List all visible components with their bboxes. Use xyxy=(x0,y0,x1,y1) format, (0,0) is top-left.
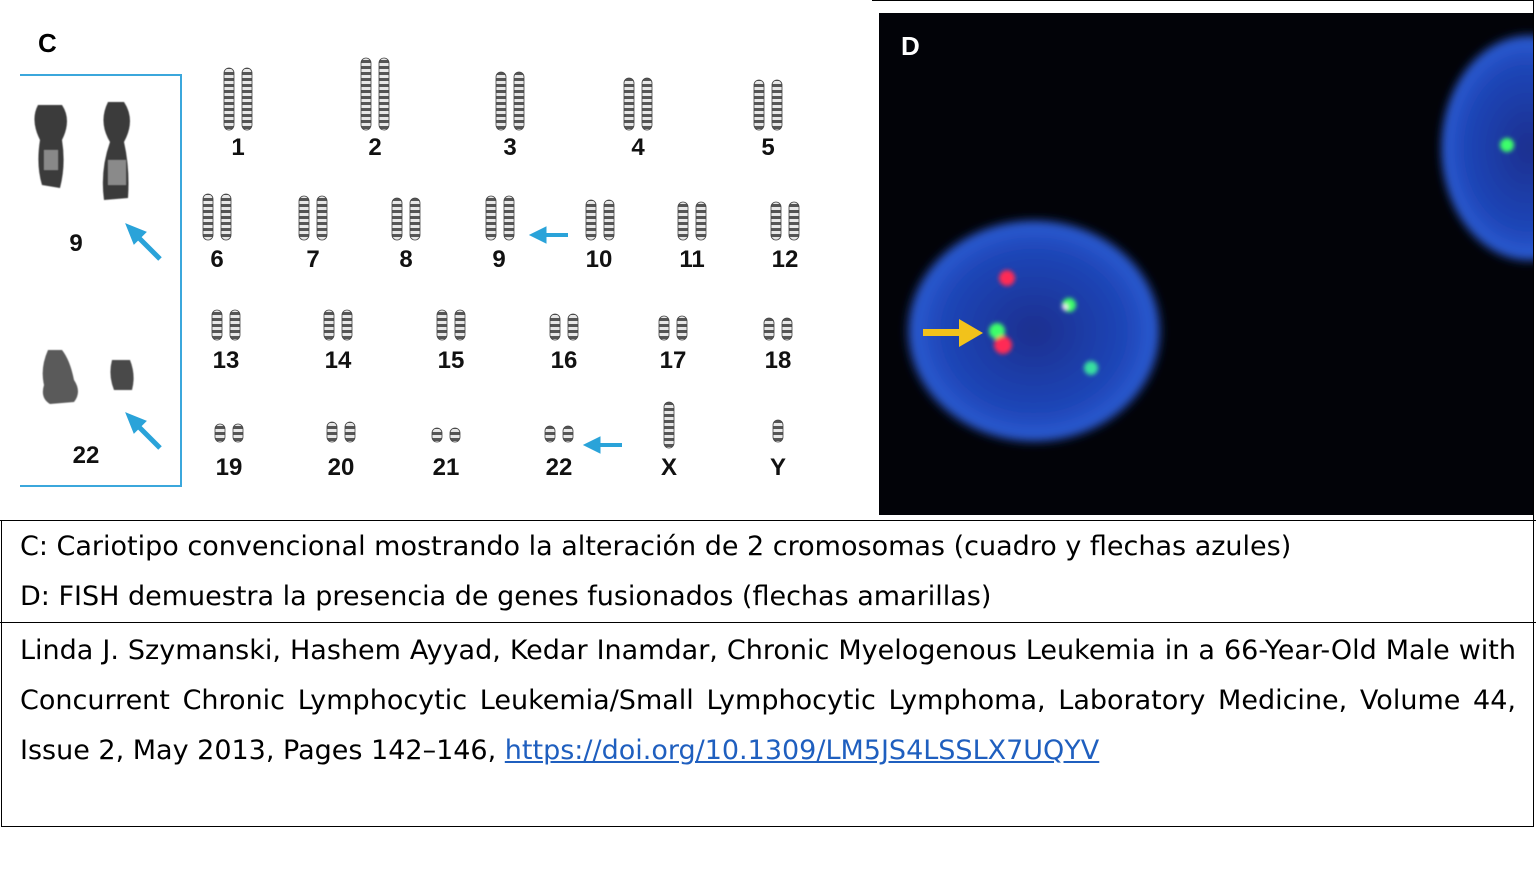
chromosome xyxy=(232,423,244,443)
chromosome xyxy=(220,193,232,241)
chromosome xyxy=(316,195,328,241)
caption-c: C: Cariotipo convencional mostrando la a… xyxy=(20,531,1292,562)
reference-block: Linda J. Szymanski, Hashem Ayyad, Kedar … xyxy=(20,626,1516,776)
chr-label-10: 10 xyxy=(585,246,613,273)
panel-d-letter: D xyxy=(901,31,920,61)
inset-box xyxy=(20,74,182,487)
chromosome xyxy=(763,317,775,341)
chromosome xyxy=(677,201,689,241)
chromosome xyxy=(211,309,223,341)
chr-label-18: 18 xyxy=(764,347,792,374)
chromosome xyxy=(641,77,653,131)
fish-signals xyxy=(989,138,1514,375)
chr-label-8: 8 xyxy=(399,246,413,273)
chromosome xyxy=(485,195,497,241)
chr-label-4: 4 xyxy=(631,134,645,161)
chr-label-1: 1 xyxy=(231,134,245,161)
chromosome xyxy=(431,427,443,443)
chromosome xyxy=(449,427,461,443)
yellow-arrow xyxy=(923,319,983,347)
chromosome xyxy=(663,401,675,449)
chr-label-14: 14 xyxy=(324,347,352,374)
inset-label-22: 22 xyxy=(72,442,100,469)
chr-label-19: 19 xyxy=(215,454,243,481)
chr-label-9: 9 xyxy=(492,246,506,273)
chromosome xyxy=(544,425,556,443)
chr-label-15: 15 xyxy=(437,347,465,374)
chromosome xyxy=(770,201,782,241)
chr-label-x: X xyxy=(660,454,677,481)
chr-label-3: 3 xyxy=(503,134,517,161)
chromosome xyxy=(229,309,241,341)
chromosome xyxy=(788,201,800,241)
inset-chromosome-9 xyxy=(34,102,130,200)
karyotype-panel: C xyxy=(0,0,872,520)
chr-label-11: 11 xyxy=(679,246,705,273)
inset-chromosome-22 xyxy=(42,350,134,404)
chr-label-y: Y xyxy=(769,454,786,481)
chromosome-drawing xyxy=(34,57,800,454)
chromosome xyxy=(454,309,466,341)
chromosome-pairs xyxy=(202,57,800,449)
chr-label-6: 6 xyxy=(210,246,224,273)
chr-label-17: 17 xyxy=(659,347,687,374)
chr-label-13: 13 xyxy=(212,347,240,374)
divider-figure-caption xyxy=(0,520,1536,521)
chromosome xyxy=(585,199,597,241)
chromosome xyxy=(223,67,235,131)
divider-caption-reference xyxy=(0,622,1536,623)
nucleus-left xyxy=(902,215,1166,447)
chromosome xyxy=(495,71,507,131)
chr-label-2: 2 xyxy=(368,134,382,161)
fish-panel: D xyxy=(879,13,1533,515)
chromosome xyxy=(549,313,561,341)
chr-label-21: 21 xyxy=(432,454,460,481)
inset-label-9: 9 xyxy=(69,230,83,257)
chromosome xyxy=(298,195,310,241)
chromosome xyxy=(378,57,390,131)
nucleus-right xyxy=(1437,30,1533,266)
chromosome xyxy=(344,421,356,443)
chr-label-7: 7 xyxy=(306,246,320,273)
reference-text: Linda J. Szymanski, Hashem Ayyad, Kedar … xyxy=(20,635,1516,766)
chromosome xyxy=(623,77,635,131)
panel-c-letter: C xyxy=(38,28,57,58)
chr-label-5: 5 xyxy=(761,134,775,161)
chromosome xyxy=(214,423,226,443)
blue-arrows xyxy=(125,223,622,454)
chromosome xyxy=(503,195,515,241)
chr-label-16: 16 xyxy=(550,347,578,374)
chromosome xyxy=(695,201,707,241)
caption-d: D: FISH demuestra la presencia de genes … xyxy=(20,581,992,612)
chromosome xyxy=(409,197,421,241)
chromosome xyxy=(771,79,783,131)
chr-label-20: 20 xyxy=(327,454,355,481)
chromosome xyxy=(562,425,574,443)
chromosome xyxy=(781,317,793,341)
chromosome xyxy=(772,419,784,443)
chromosome xyxy=(603,199,615,241)
chromosome xyxy=(391,197,403,241)
chr-label-12: 12 xyxy=(771,246,799,273)
chromosome xyxy=(436,309,448,341)
chromosome xyxy=(360,57,372,131)
chromosome xyxy=(241,67,253,131)
chromosome xyxy=(753,79,765,131)
chromosome xyxy=(676,315,688,341)
chromosome xyxy=(567,313,579,341)
chromosome xyxy=(202,193,214,241)
doi-link[interactable]: https://doi.org/10.1309/LM5JS4LSSLX7UQYV xyxy=(504,735,1100,766)
chromosome xyxy=(658,315,670,341)
fish-image xyxy=(902,30,1533,447)
chromosome xyxy=(326,421,338,443)
chr-label-22: 22 xyxy=(545,454,573,481)
chromosome xyxy=(341,309,353,341)
chromosome xyxy=(513,71,525,131)
chromosome xyxy=(323,309,335,341)
